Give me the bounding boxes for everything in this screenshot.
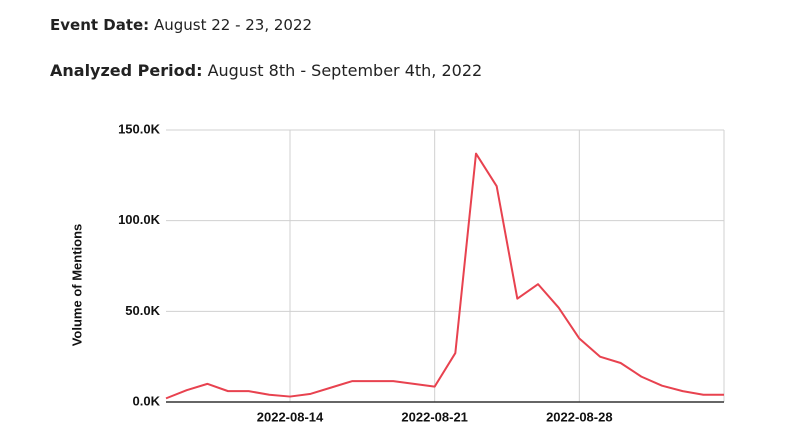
y-tick-label: 0.0K bbox=[133, 393, 161, 408]
x-tick-label: 2022-08-28 bbox=[546, 409, 613, 424]
x-tick-label: 2022-08-21 bbox=[401, 409, 468, 424]
analyzed-period: Analyzed Period: August 8th - September … bbox=[50, 61, 482, 80]
y-tick-label: 100.0K bbox=[118, 212, 161, 227]
x-tick-label: 2022-08-14 bbox=[257, 409, 324, 424]
y-tick-label: 150.0K bbox=[118, 121, 161, 136]
y-axis-label: Volume of Mentions bbox=[69, 224, 84, 347]
analyzed-period-label: Analyzed Period: bbox=[50, 61, 203, 80]
event-date: Event Date: August 22 - 23, 2022 bbox=[50, 16, 312, 34]
analyzed-period-value: August 8th - September 4th, 2022 bbox=[207, 61, 483, 80]
y-tick-label: 50.0K bbox=[125, 303, 160, 318]
event-date-label: Event Date: bbox=[50, 16, 150, 34]
event-date-value: August 22 - 23, 2022 bbox=[153, 16, 313, 34]
line bbox=[165, 152, 724, 400]
